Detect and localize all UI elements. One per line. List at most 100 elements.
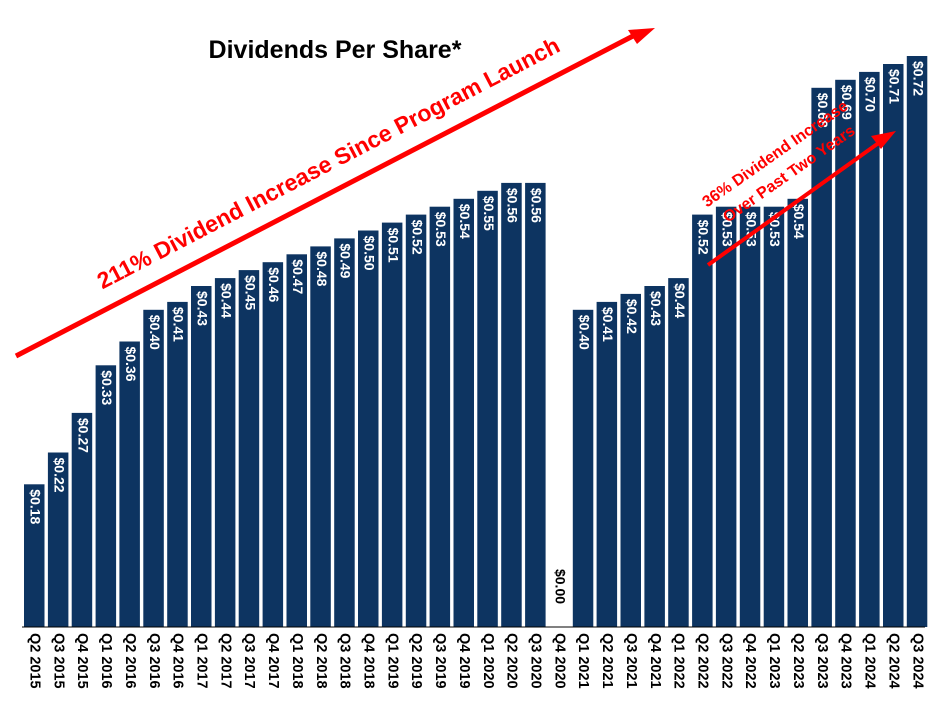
annotation-arrow-2 (706, 131, 896, 267)
x-tick-label: Q2 2018 (313, 633, 329, 689)
x-tick-label: Q1 2016 (98, 633, 114, 689)
bars-group (24, 56, 928, 628)
x-tick-label: Q2 2017 (217, 633, 233, 689)
bar (859, 71, 880, 627)
bar-value-label: $0.43 (648, 291, 664, 326)
bar-value-label: $0.47 (290, 259, 306, 294)
bar (47, 452, 69, 627)
value-labels-group: $0.18 $0.22 $0.27 $0.33 $0.36 $0.40 $0.41 $0.43… (28, 61, 927, 604)
bar (596, 301, 618, 627)
bar-value-label: $0.27 (75, 418, 91, 453)
bar (668, 278, 689, 627)
bar-value-label: $0.33 (99, 370, 115, 405)
x-tick-label: Q2 2019 (408, 633, 424, 689)
x-tick-label: Q1 2020 (480, 633, 496, 689)
bar-value-label: $0.42 (624, 299, 640, 334)
x-tick-label: Q3 2023 (814, 633, 830, 689)
x-tick-label: Q2 2023 (790, 633, 806, 689)
x-tick-label: Q2 2016 (122, 633, 138, 689)
bar-value-label: $0.53 (719, 212, 735, 247)
x-tick-label: Q3 2017 (241, 633, 257, 689)
bar (143, 309, 164, 627)
bar (95, 365, 117, 627)
x-tick-label: Q4 2018 (360, 633, 376, 689)
bar (715, 206, 737, 627)
x-tick-label: Q1 2021 (575, 633, 591, 689)
chart-title: Dividends Per Share* (209, 36, 462, 64)
bar-value-label: $0.00 (552, 569, 568, 604)
bar-value-label: $0.40 (147, 315, 163, 350)
x-tick-label: Q3 2018 (337, 633, 353, 689)
bar (286, 254, 307, 628)
bar-value-label: $0.36 (123, 347, 139, 382)
bar (883, 64, 904, 627)
annotation-arrow-1 (14, 28, 655, 359)
x-tick-label: Q4 2023 (838, 633, 854, 689)
bar (787, 198, 808, 628)
x-tick-label: Q1 2018 (289, 633, 305, 689)
x-tick-label: Q4 2021 (647, 633, 663, 689)
x-tick-label: Q4 2022 (742, 633, 758, 689)
bar (501, 182, 522, 627)
bar (906, 56, 928, 627)
x-tick-label: Q3 2022 (718, 633, 734, 689)
bar (24, 484, 45, 627)
bar-value-label: $0.54 (457, 204, 473, 239)
bar-value-label: $0.50 (362, 236, 378, 271)
bar-value-label: $0.43 (195, 291, 211, 326)
bar (167, 301, 188, 627)
x-tick-label: Q4 2015 (74, 633, 90, 689)
bar (692, 214, 713, 627)
x-tick-label: Q1 2017 (193, 633, 209, 689)
bar-value-label: $0.70 (863, 77, 879, 112)
bar (835, 79, 856, 628)
bar-value-label: $0.54 (791, 204, 807, 239)
x-tick-label: Q3 2019 (432, 633, 448, 689)
bar-value-label: $0.69 (839, 85, 855, 120)
bar (262, 262, 284, 627)
bar (644, 286, 665, 627)
x-tick-label: Q1 2023 (766, 633, 782, 689)
bar (405, 214, 427, 627)
bar (71, 412, 93, 627)
x-tick-label: Q3 2024 (909, 633, 925, 689)
bar-value-label: $0.71 (886, 69, 902, 104)
x-tick-label: Q4 2020 (551, 633, 567, 689)
bar (310, 246, 331, 627)
bar-value-label: $0.22 (51, 458, 67, 493)
bar (429, 206, 451, 627)
bar (238, 270, 260, 627)
bar-value-label: $0.49 (338, 243, 354, 278)
bar (477, 190, 498, 628)
bar-value-label: $0.56 (529, 188, 545, 223)
bar-value-label: $0.44 (218, 283, 234, 318)
bar-value-label: $0.51 (385, 228, 401, 263)
x-tick-label: Q1 2022 (671, 633, 687, 689)
bar (381, 222, 403, 627)
x-tick-label: Q4 2016 (170, 633, 186, 689)
bar-value-label: $0.46 (266, 267, 282, 302)
bar (811, 87, 832, 628)
bar-value-label: $0.18 (28, 489, 44, 524)
x-tick-label: Q2 2020 (504, 633, 520, 689)
bar-value-label: $0.72 (910, 61, 926, 96)
x-tick-label: Q1 2024 (862, 633, 878, 689)
bar (763, 206, 785, 627)
bar-value-label: $0.56 (505, 188, 521, 223)
x-tick-label: Q4 2017 (265, 633, 281, 689)
x-tick-label: Q3 2020 (527, 633, 543, 689)
bar-value-label: $0.52 (696, 220, 712, 255)
bar (191, 286, 212, 627)
x-tick-labels-group: Q2 2015 Q3 2015 Q4 2015 Q1 2016 Q2 2016 Q3 20… (26, 633, 925, 689)
x-tick-label: Q2 2015 (26, 633, 42, 689)
x-tick-label: Q2 2022 (694, 633, 710, 689)
bar (334, 238, 355, 627)
bar-value-label: $0.53 (433, 212, 449, 247)
x-tick-label: Q2 2021 (599, 633, 615, 689)
x-tick-label: Q4 2019 (456, 633, 472, 689)
bar-value-label: $0.55 (481, 196, 497, 231)
bar-value-label: $0.40 (576, 315, 592, 350)
x-tick-label: Q3 2016 (146, 633, 162, 689)
bar-value-label: $0.44 (672, 283, 688, 318)
